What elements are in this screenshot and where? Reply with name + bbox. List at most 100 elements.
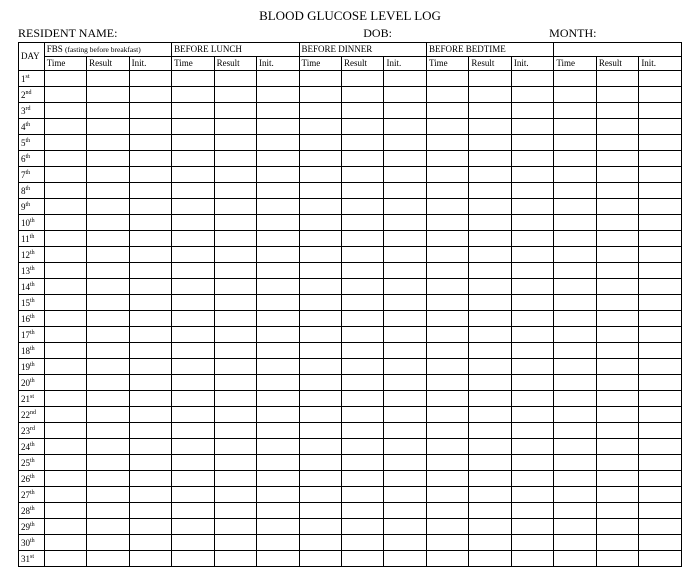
- data-cell: [44, 103, 86, 119]
- data-cell: [469, 247, 511, 263]
- data-cell: [384, 391, 426, 407]
- data-cell: [554, 135, 596, 151]
- data-cell: [257, 247, 299, 263]
- data-cell: [554, 551, 596, 567]
- subheader-cell: Time: [554, 57, 596, 71]
- data-cell: [214, 71, 256, 87]
- data-cell: [426, 199, 468, 215]
- data-cell: [44, 535, 86, 551]
- data-cell: [299, 423, 341, 439]
- data-cell: [172, 119, 214, 135]
- data-cell: [87, 263, 129, 279]
- data-cell: [87, 199, 129, 215]
- data-cell: [511, 407, 553, 423]
- data-cell: [596, 487, 638, 503]
- data-cell: [257, 391, 299, 407]
- data-cell: [87, 71, 129, 87]
- data-cell: [639, 263, 682, 279]
- data-cell: [342, 327, 384, 343]
- data-cell: [511, 279, 553, 295]
- data-cell: [172, 439, 214, 455]
- data-cell: [554, 151, 596, 167]
- data-cell: [342, 71, 384, 87]
- data-cell: [172, 327, 214, 343]
- data-cell: [511, 247, 553, 263]
- data-cell: [214, 103, 256, 119]
- day-cell: 20th: [19, 375, 45, 391]
- data-cell: [511, 263, 553, 279]
- section-note: (fasting before breakfast): [65, 45, 141, 54]
- subheader-cell: Result: [596, 57, 638, 71]
- day-cell: 5th: [19, 135, 45, 151]
- data-cell: [469, 439, 511, 455]
- data-cell: [44, 263, 86, 279]
- data-cell: [554, 423, 596, 439]
- data-cell: [469, 391, 511, 407]
- data-cell: [214, 391, 256, 407]
- data-cell: [469, 343, 511, 359]
- data-cell: [257, 279, 299, 295]
- data-cell: [299, 519, 341, 535]
- data-cell: [554, 391, 596, 407]
- data-cell: [87, 151, 129, 167]
- data-cell: [511, 151, 553, 167]
- data-cell: [511, 327, 553, 343]
- section-header-row: DAY FBS (fasting before breakfast) BEFOR…: [19, 43, 682, 57]
- data-cell: [172, 423, 214, 439]
- data-cell: [257, 199, 299, 215]
- data-cell: [299, 551, 341, 567]
- data-cell: [214, 295, 256, 311]
- data-cell: [554, 535, 596, 551]
- data-cell: [426, 247, 468, 263]
- data-cell: [299, 183, 341, 199]
- data-cell: [426, 167, 468, 183]
- data-cell: [384, 455, 426, 471]
- data-cell: [129, 471, 171, 487]
- data-cell: [426, 343, 468, 359]
- data-cell: [172, 215, 214, 231]
- data-cell: [299, 535, 341, 551]
- subheader-row: TimeResultInit.TimeResultInit.TimeResult…: [19, 57, 682, 71]
- day-cell: 7th: [19, 167, 45, 183]
- data-cell: [129, 183, 171, 199]
- day-cell: 19th: [19, 359, 45, 375]
- data-cell: [129, 311, 171, 327]
- data-cell: [257, 551, 299, 567]
- data-cell: [129, 359, 171, 375]
- data-cell: [257, 215, 299, 231]
- data-cell: [257, 375, 299, 391]
- data-cell: [87, 311, 129, 327]
- day-cell: 11th: [19, 231, 45, 247]
- day-cell: 1st: [19, 71, 45, 87]
- data-cell: [554, 375, 596, 391]
- data-cell: [426, 103, 468, 119]
- data-cell: [87, 327, 129, 343]
- data-cell: [511, 471, 553, 487]
- data-cell: [426, 183, 468, 199]
- data-cell: [554, 343, 596, 359]
- table-row: 14th: [19, 279, 682, 295]
- data-cell: [469, 119, 511, 135]
- data-cell: [596, 551, 638, 567]
- data-cell: [87, 119, 129, 135]
- data-cell: [639, 103, 682, 119]
- data-cell: [342, 487, 384, 503]
- data-cell: [87, 279, 129, 295]
- data-cell: [596, 151, 638, 167]
- table-row: 13th: [19, 263, 682, 279]
- data-cell: [639, 391, 682, 407]
- section-header-bedtime: BEFORE BEDTIME: [426, 43, 553, 57]
- data-cell: [87, 551, 129, 567]
- day-cell: 3rd: [19, 103, 45, 119]
- data-cell: [426, 327, 468, 343]
- subheader-cell: Time: [44, 57, 86, 71]
- data-cell: [469, 455, 511, 471]
- data-cell: [342, 167, 384, 183]
- data-cell: [172, 183, 214, 199]
- data-cell: [172, 551, 214, 567]
- section-header-lunch: BEFORE LUNCH: [172, 43, 299, 57]
- data-cell: [172, 87, 214, 103]
- subheader-cell: Init.: [129, 57, 171, 71]
- data-cell: [639, 551, 682, 567]
- data-cell: [87, 103, 129, 119]
